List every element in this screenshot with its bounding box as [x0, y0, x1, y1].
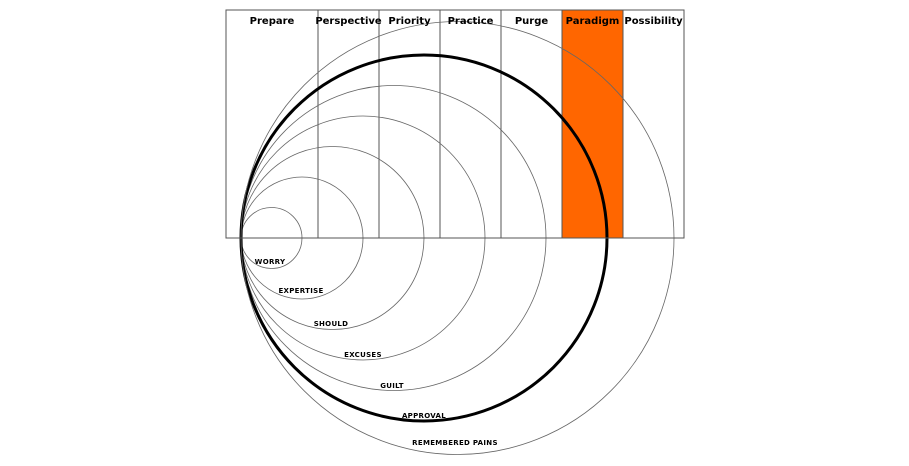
column	[622, 9, 685, 239]
ring-label: GUILT	[380, 382, 404, 390]
column-header: Priority	[388, 16, 431, 27]
ring-label: EXPERTISE	[278, 287, 323, 295]
column	[500, 9, 563, 239]
ring-label: APPROVAL	[402, 412, 446, 420]
column-header: Possibility	[624, 16, 683, 27]
column	[561, 9, 624, 239]
ring-label: REMEMBERED PAINS	[412, 439, 498, 447]
column-header: Purge	[515, 16, 549, 27]
column	[378, 9, 441, 239]
column-header: Paradigm	[566, 16, 620, 27]
column-header: Perspective	[315, 16, 382, 27]
column	[317, 9, 380, 239]
ring-label: EXCUSES	[344, 351, 382, 359]
ring-label: SHOULD	[314, 320, 349, 328]
column	[225, 9, 319, 239]
column	[439, 9, 502, 239]
column-header: Prepare	[250, 16, 295, 27]
column-header: Practice	[448, 16, 494, 27]
ring-label: WORRY	[255, 258, 286, 266]
